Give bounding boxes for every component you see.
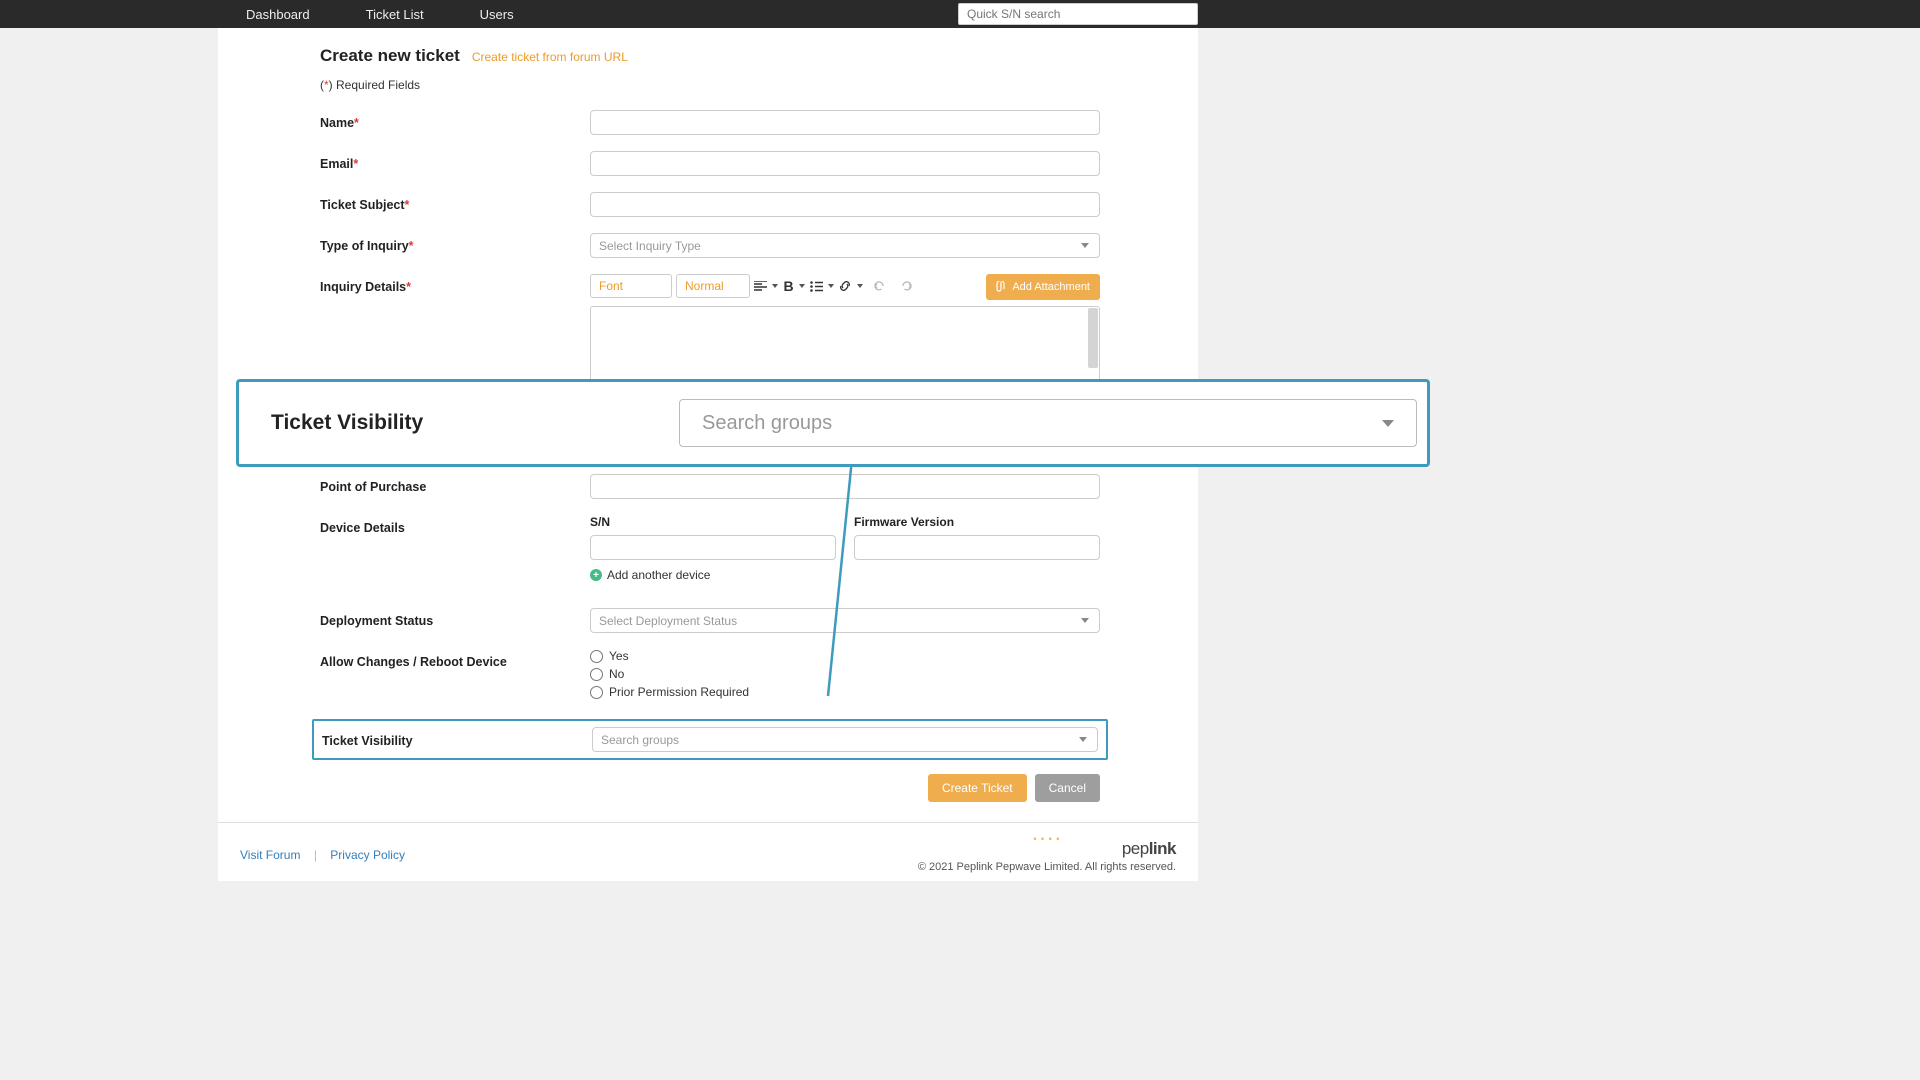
chevron-down-icon — [1079, 737, 1087, 742]
inquiry-type-label: Type of Inquiry* — [320, 233, 590, 253]
undo-icon — [872, 279, 886, 293]
attachment-icon — [996, 281, 1006, 293]
device-details-label: Device Details — [320, 515, 590, 535]
inquiry-type-placeholder: Select Inquiry Type — [599, 239, 701, 253]
subject-label: Ticket Subject* — [320, 192, 590, 212]
required-fields-note: (*) Required Fields — [320, 78, 1100, 92]
nav-links: Dashboard Ticket List Users — [218, 7, 514, 22]
point-of-purchase-label: Point of Purchase — [320, 474, 590, 494]
allow-changes-label: Allow Changes / Reboot Device — [320, 649, 590, 669]
editor-textarea[interactable] — [590, 306, 1100, 384]
copyright-text: © 2021 Peplink Pepwave Limited. All righ… — [918, 861, 1176, 873]
chevron-down-icon — [1081, 618, 1089, 623]
align-left-icon — [754, 281, 767, 292]
quick-search-input[interactable] — [958, 3, 1198, 25]
add-attachment-button[interactable]: Add Attachment — [986, 274, 1100, 300]
allow-no-option[interactable]: No — [590, 667, 1100, 681]
chevron-down-icon — [1081, 243, 1089, 248]
sn-label: S/N — [590, 515, 836, 529]
privacy-policy-link[interactable]: Privacy Policy — [330, 848, 405, 862]
email-label: Email* — [320, 151, 590, 171]
allow-no-radio[interactable] — [590, 668, 603, 681]
visibility-placeholder: Search groups — [601, 733, 679, 747]
deployment-status-select[interactable]: Select Deployment Status — [590, 608, 1100, 633]
topbar: Dashboard Ticket List Users — [0, 0, 1920, 28]
link-icon — [838, 279, 852, 293]
nav-dashboard[interactable]: Dashboard — [246, 7, 310, 22]
allow-prior-radio[interactable] — [590, 686, 603, 699]
list-icon — [810, 281, 823, 292]
deployment-status-label: Deployment Status — [320, 608, 590, 628]
page-title: Create new ticket — [320, 46, 460, 66]
name-label: Name* — [320, 110, 590, 130]
allow-yes-option[interactable]: Yes — [590, 649, 1100, 663]
inquiry-details-label: Inquiry Details* — [320, 274, 590, 294]
inquiry-type-select[interactable]: Select Inquiry Type — [590, 233, 1100, 258]
editor: Font Normal B — [590, 274, 1100, 384]
visibility-label: Ticket Visibility — [322, 732, 592, 748]
callout-placeholder: Search groups — [702, 412, 832, 435]
nav-ticket-list[interactable]: Ticket List — [366, 7, 424, 22]
visibility-select[interactable]: Search groups — [592, 727, 1098, 752]
firmware-input[interactable] — [854, 535, 1100, 560]
visit-forum-link[interactable]: Visit Forum — [240, 848, 300, 862]
email-input[interactable] — [590, 151, 1100, 176]
footer-separator: | — [314, 848, 317, 862]
create-ticket-button[interactable]: Create Ticket — [928, 774, 1027, 802]
create-from-forum-link[interactable]: Create ticket from forum URL — [472, 50, 628, 64]
page-container: Create new ticket Create ticket from for… — [218, 28, 1198, 822]
firmware-label: Firmware Version — [854, 515, 1100, 529]
plus-icon: + — [590, 569, 602, 581]
bold-icon: B — [783, 278, 793, 294]
add-another-device-link[interactable]: + Add another device — [590, 568, 1100, 582]
nav-users[interactable]: Users — [480, 7, 514, 22]
redo-button[interactable] — [895, 274, 919, 298]
visibility-row-highlight: Ticket Visibility Search groups — [312, 719, 1108, 760]
callout-label: Ticket Visibility — [271, 411, 679, 435]
sn-input[interactable] — [590, 535, 836, 560]
point-of-purchase-input[interactable] — [590, 474, 1100, 499]
visibility-callout: Ticket Visibility Search groups — [236, 379, 1430, 467]
allow-yes-radio[interactable] — [590, 650, 603, 663]
brand-logo: • • • • peplink — [918, 837, 1176, 859]
chevron-down-icon — [1382, 420, 1394, 427]
font-size-select[interactable]: Normal — [676, 274, 750, 298]
align-button[interactable] — [754, 274, 778, 298]
bold-button[interactable]: B — [782, 274, 806, 298]
redo-icon — [900, 279, 914, 293]
undo-button[interactable] — [867, 274, 891, 298]
cancel-button[interactable]: Cancel — [1035, 774, 1100, 802]
list-button[interactable] — [810, 274, 834, 298]
link-button[interactable] — [838, 274, 863, 298]
name-input[interactable] — [590, 110, 1100, 135]
deployment-status-placeholder: Select Deployment Status — [599, 614, 737, 628]
allow-prior-option[interactable]: Prior Permission Required — [590, 685, 1100, 699]
font-select[interactable]: Font — [590, 274, 672, 298]
callout-visibility-select[interactable]: Search groups — [679, 399, 1417, 447]
footer: Visit Forum | Privacy Policy • • • • pep… — [218, 822, 1198, 881]
subject-input[interactable] — [590, 192, 1100, 217]
